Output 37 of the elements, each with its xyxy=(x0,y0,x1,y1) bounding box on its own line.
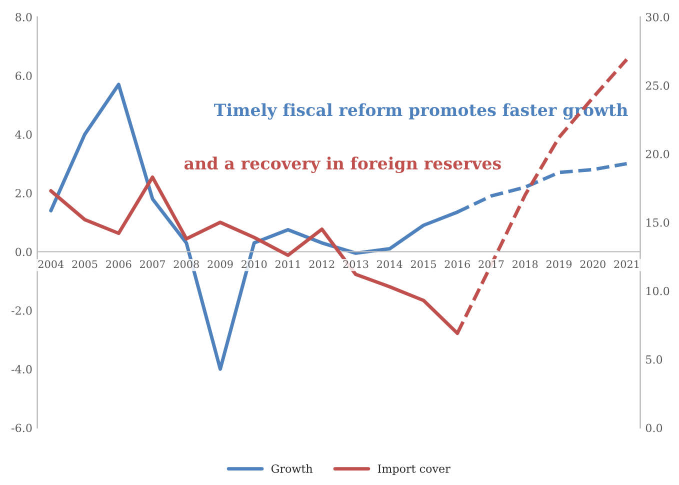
y-tick-label: 2.0 xyxy=(16,189,32,198)
y2-tick-label: 0.0 xyxy=(646,424,662,432)
y-tick-label: -6.0 xyxy=(12,424,32,432)
y-tick-label: 8.0 xyxy=(16,12,32,22)
x-tick-label: 2020 xyxy=(580,260,606,268)
x-tick-label: 2013 xyxy=(343,260,368,268)
x-tick-label: 2011 xyxy=(275,260,300,268)
x-tick-label: 2012 xyxy=(309,260,334,268)
y-tick-label: -2.0 xyxy=(12,306,32,315)
annotation: and a recovery in foreign reserves xyxy=(184,156,501,174)
y2-tick-label: 15.0 xyxy=(646,218,670,227)
x-tick-label: 2018 xyxy=(512,260,538,268)
legend-label: Growth xyxy=(271,464,313,473)
x-tick-label: 2009 xyxy=(208,260,233,268)
y-tick-label: 4.0 xyxy=(15,130,32,139)
x-tick-label: 2015 xyxy=(410,260,436,268)
x-tick-label: 2008 xyxy=(174,260,199,268)
x-tick-label: 2004 xyxy=(38,260,64,268)
y2-tick-label: 5.0 xyxy=(646,355,662,364)
y-tick-label: -4.0 xyxy=(12,365,32,374)
x-tick-label: 2017 xyxy=(478,260,504,268)
x-tick-label: 2006 xyxy=(106,260,132,268)
y-tick-label: 0.0 xyxy=(16,248,32,256)
x-tick-label: 2019 xyxy=(546,260,572,268)
y-tick-label: 6.0 xyxy=(16,72,32,80)
x-tick-label: 2005 xyxy=(72,260,98,268)
x-tick-label: 2010 xyxy=(242,260,267,268)
y2-tick-label: 25.0 xyxy=(646,81,670,90)
x-tick-label: 2007 xyxy=(140,260,166,268)
x-tick-label: 2016 xyxy=(444,260,470,268)
x-tick-label: 2021 xyxy=(614,260,639,268)
y2-tick-label: 20.0 xyxy=(646,150,670,158)
legend-label: Import cover xyxy=(378,464,450,475)
annotation: Timely fiscal reform promotes faster growth xyxy=(214,103,628,120)
y2-tick-label: 30.0 xyxy=(646,12,670,22)
x-tick-label: 2014 xyxy=(377,260,402,268)
y2-tick-label: 10.0 xyxy=(646,286,670,296)
